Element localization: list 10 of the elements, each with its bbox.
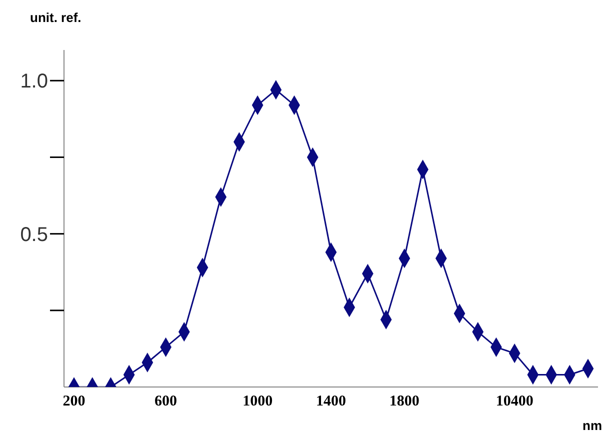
y-axis-title: unit. ref.	[30, 10, 82, 25]
x-tick-label: 10400	[496, 394, 534, 410]
x-tick-label: 1400	[316, 394, 346, 410]
x-axis-title: nm	[582, 418, 602, 433]
y-tick-label: 0.5	[20, 224, 48, 246]
x-tick-label: 600	[154, 394, 178, 410]
y-tick-label: 1.0	[20, 70, 48, 93]
x-tick-label: 1800	[389, 394, 420, 410]
x-tick-label: 200	[62, 394, 86, 410]
x-tick-label: 1000	[242, 394, 273, 410]
